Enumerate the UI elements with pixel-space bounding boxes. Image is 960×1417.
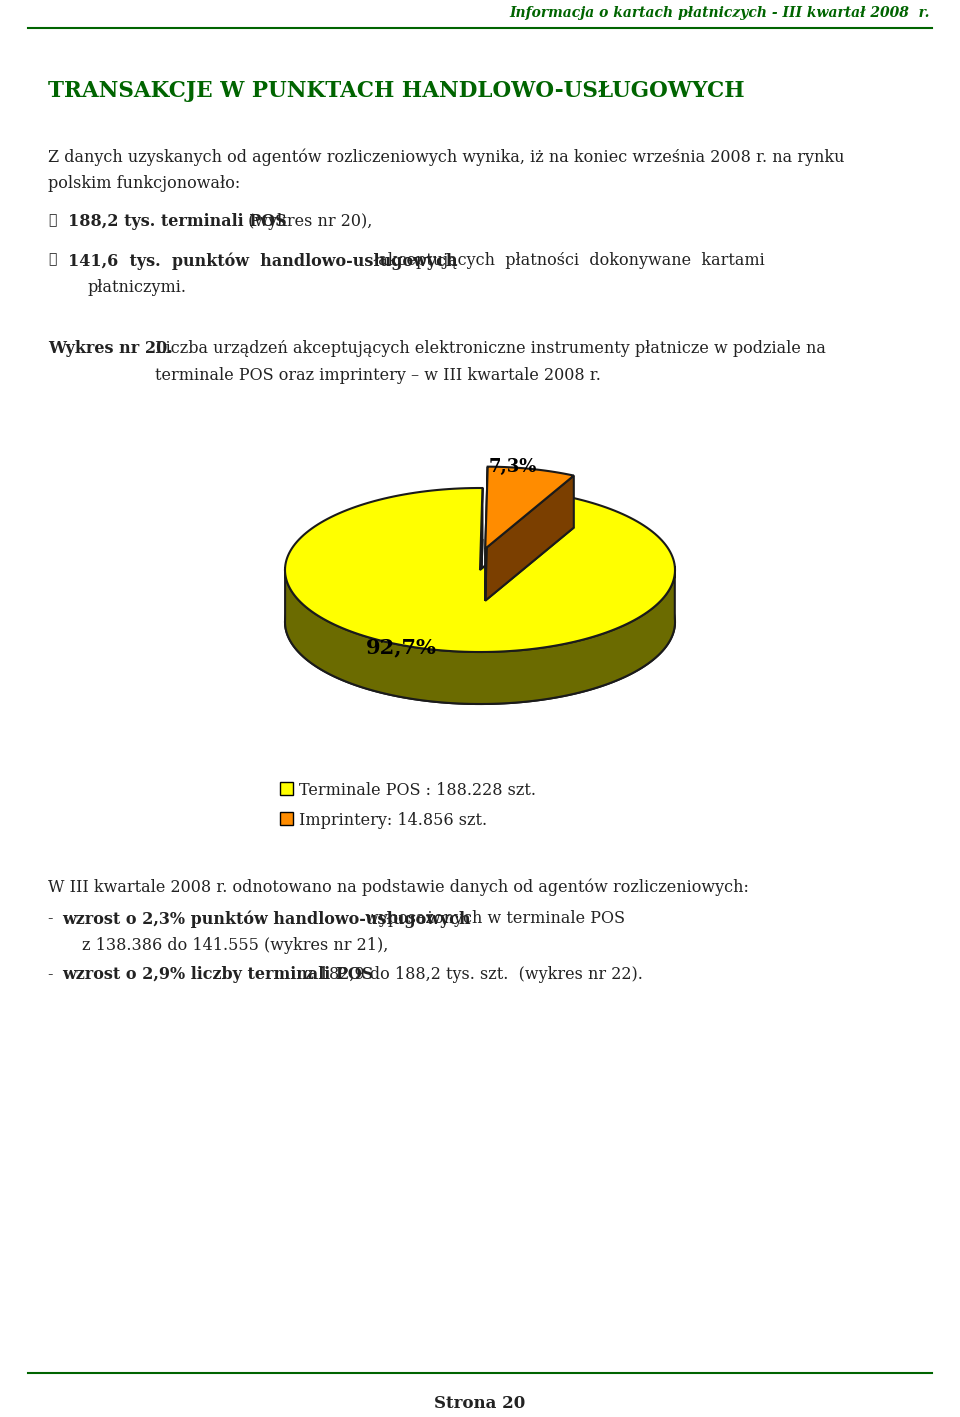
Text: (wykres nr 20),: (wykres nr 20),: [243, 213, 372, 230]
Text: Liczba urządzeń akceptujących elektroniczne instrumenty płatnicze w podziale na: Liczba urządzeń akceptujących elektronic…: [155, 340, 826, 357]
Bar: [280, 782, 293, 795]
Bar: [280, 812, 293, 825]
Text: akceptujących  płatności  dokonywane  kartami: akceptujących płatności dokonywane karta…: [368, 252, 765, 269]
Text: 7,3%: 7,3%: [489, 458, 537, 476]
Text: Wykres nr 20.: Wykres nr 20.: [48, 340, 173, 357]
Polygon shape: [285, 487, 675, 652]
Polygon shape: [285, 567, 675, 704]
Text: 188,2 tys. terminali POS: 188,2 tys. terminali POS: [68, 213, 287, 230]
Text: Terminale POS : 188.228 szt.: Terminale POS : 188.228 szt.: [299, 782, 536, 799]
Polygon shape: [285, 540, 675, 704]
Text: wyposażonych w terminale POS: wyposażonych w terminale POS: [360, 910, 625, 927]
Text: wzrost o 2,3% punktów handlowo-usługowych: wzrost o 2,3% punktów handlowo-usługowyc…: [62, 910, 470, 928]
Polygon shape: [480, 487, 483, 622]
Text: Imprintery: 14.856 szt.: Imprintery: 14.856 szt.: [299, 812, 487, 829]
Text: ➤: ➤: [48, 252, 57, 266]
Text: płatniczymi.: płatniczymi.: [88, 279, 187, 296]
Text: -: -: [48, 910, 59, 927]
Polygon shape: [485, 466, 488, 601]
Text: W III kwartale 2008 r. odnotowano na podstawie danych od agentów rozliczeniowych: W III kwartale 2008 r. odnotowano na pod…: [48, 879, 749, 896]
Text: 92,7%: 92,7%: [366, 638, 436, 657]
Text: terminale POS oraz imprintery – w III kwartale 2008 r.: terminale POS oraz imprintery – w III kw…: [155, 367, 601, 384]
Text: z 182,9 do 188,2 tys. szt.  (wykres nr 22).: z 182,9 do 188,2 tys. szt. (wykres nr 22…: [300, 966, 643, 983]
Text: Informacja o kartach płatniczych - III kwartał 2008  r.: Informacja o kartach płatniczych - III k…: [510, 6, 930, 20]
Text: polskim funkcjonowało:: polskim funkcjonowało:: [48, 176, 240, 191]
Polygon shape: [485, 519, 574, 601]
Text: Strona 20: Strona 20: [434, 1394, 526, 1411]
Text: -: -: [48, 966, 59, 983]
Polygon shape: [485, 466, 574, 548]
Polygon shape: [485, 476, 574, 601]
Text: 141,6  tys.  punktów  handlowo-usługowych: 141,6 tys. punktów handlowo-usługowych: [68, 252, 458, 269]
Polygon shape: [480, 497, 568, 622]
Text: Z danych uzyskanych od agentów rozliczeniowych wynika, iż na koniec września 200: Z danych uzyskanych od agentów rozliczen…: [48, 147, 845, 166]
Text: z 138.386 do 141.555 (wykres nr 21),: z 138.386 do 141.555 (wykres nr 21),: [82, 937, 389, 954]
Text: wzrost o 2,9% liczby terminali POS: wzrost o 2,9% liczby terminali POS: [62, 966, 373, 983]
Text: ➤: ➤: [48, 213, 57, 227]
Text: TRANSAKCJE W PUNKTACH HANDLOWO-USŁUGOWYCH: TRANSAKCJE W PUNKTACH HANDLOWO-USŁUGOWYC…: [48, 79, 745, 102]
